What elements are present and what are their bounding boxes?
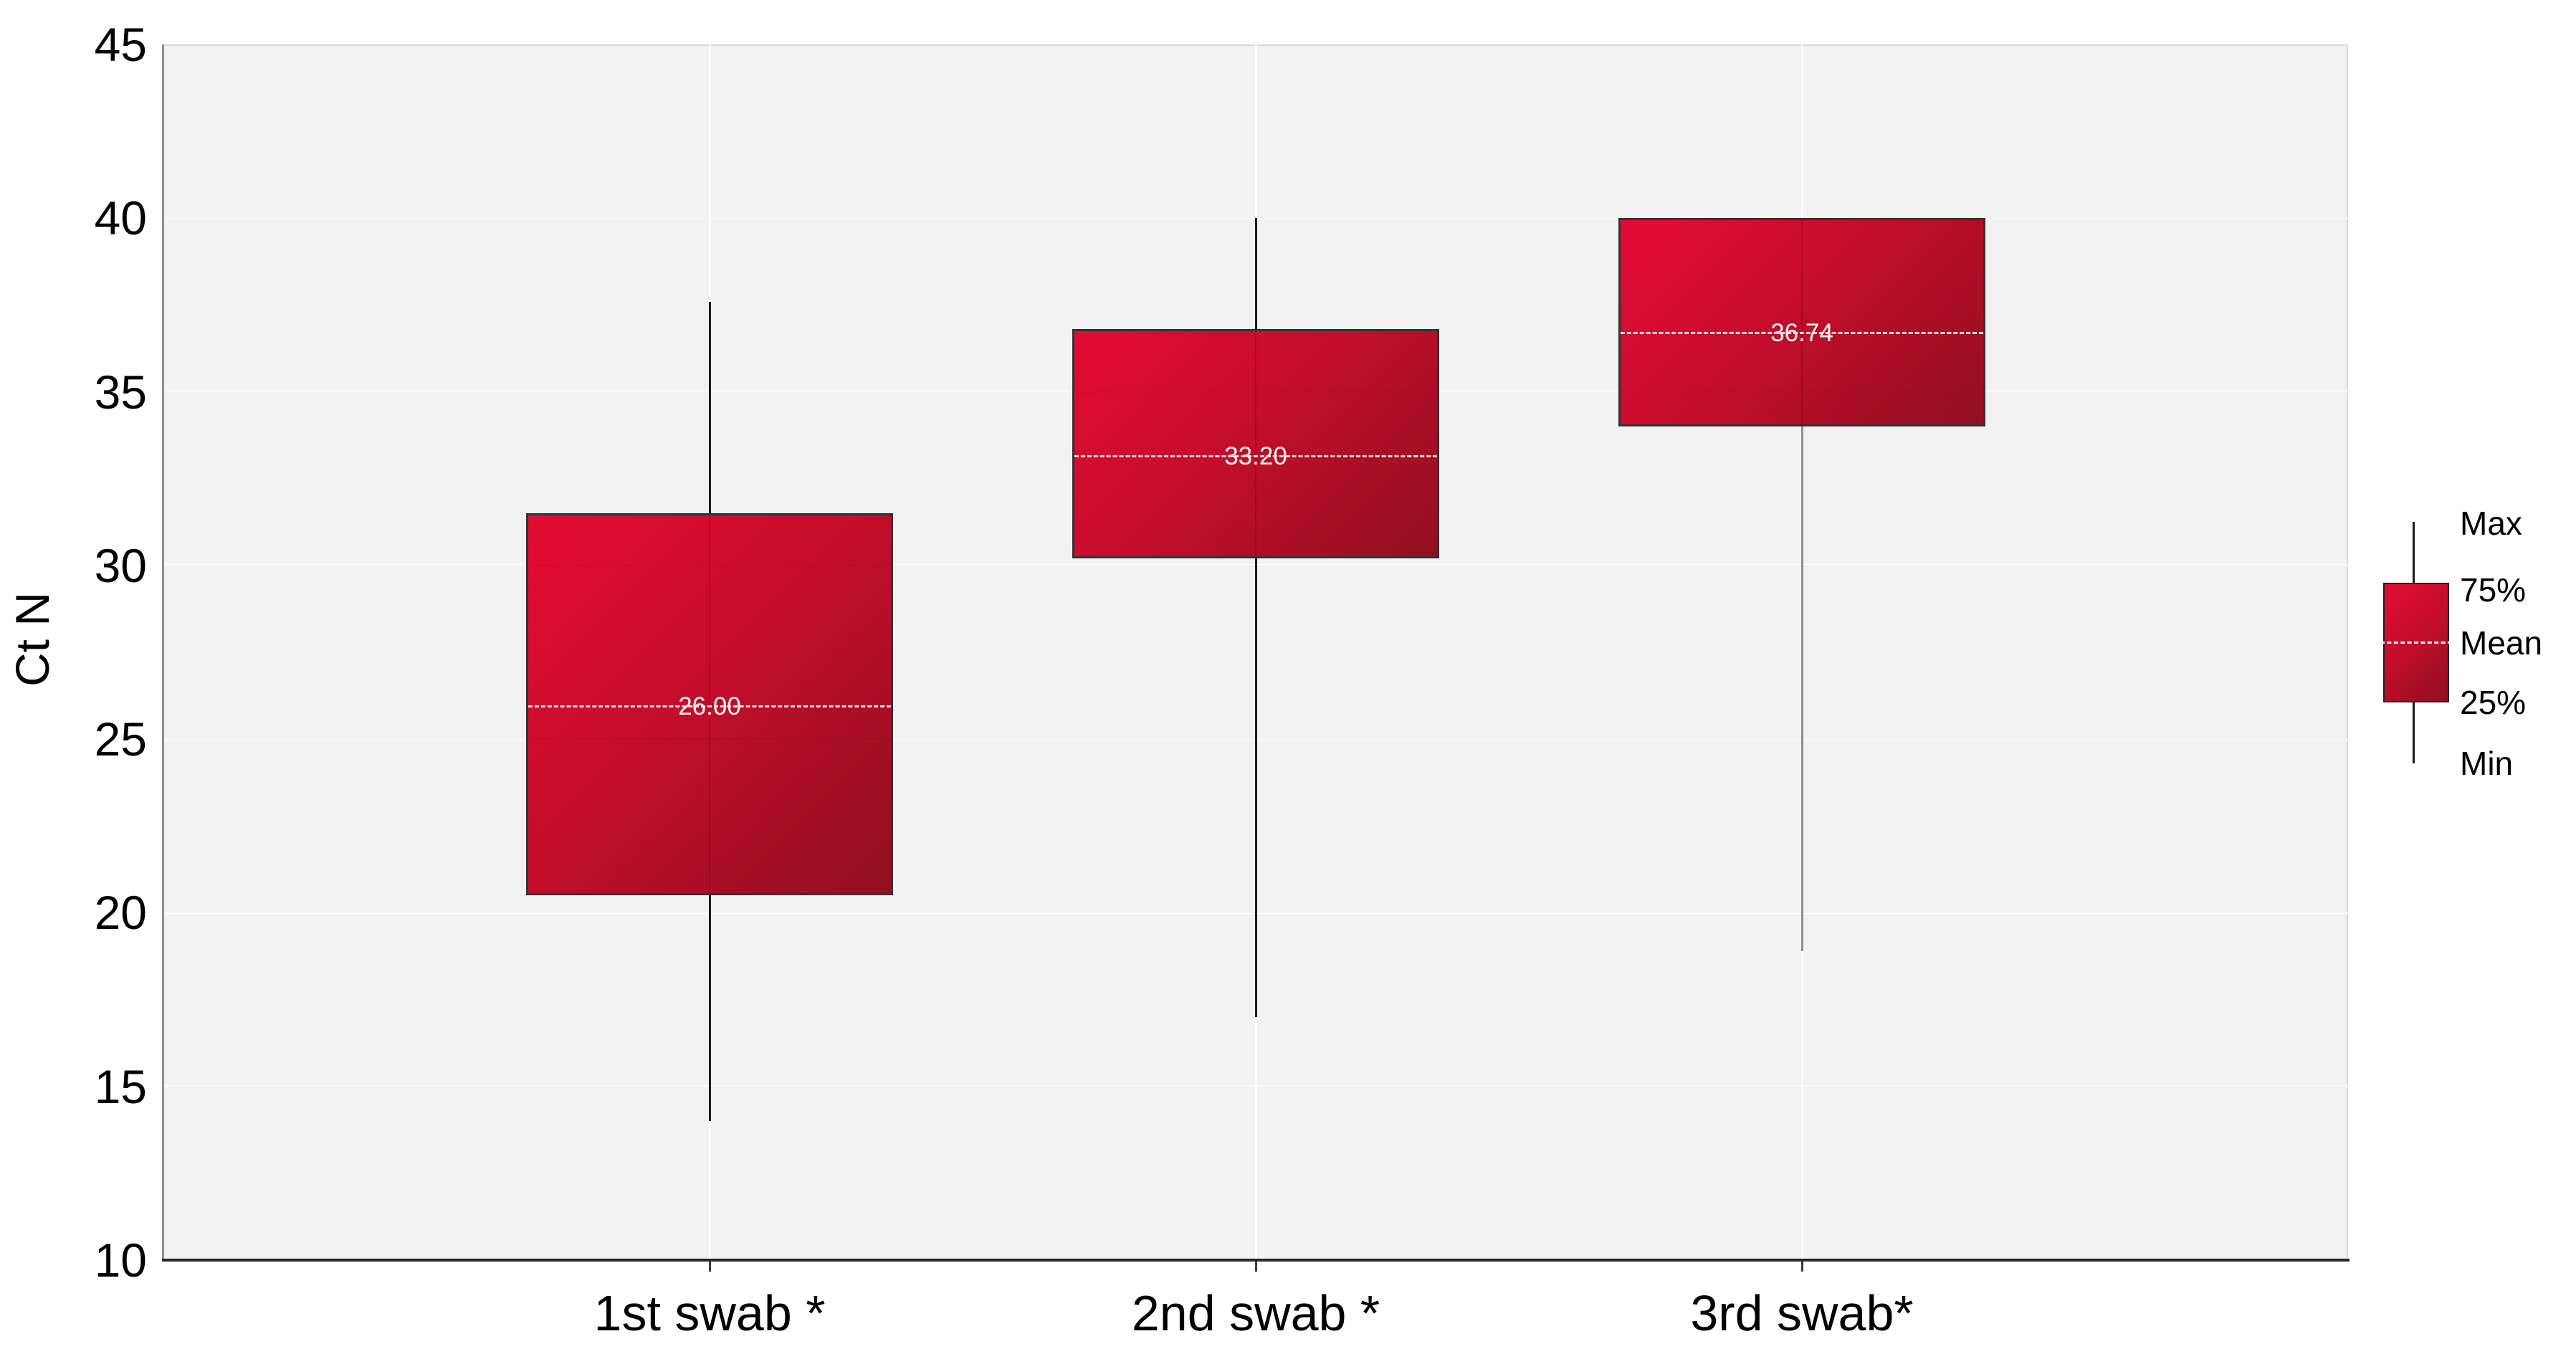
x-tick <box>1254 1262 1257 1272</box>
legend-label-min: Min <box>2460 745 2514 782</box>
whisker <box>1254 218 1257 1017</box>
gridline-overlay-y-30 <box>163 564 2348 566</box>
legend-label-mean: Mean <box>2460 624 2543 662</box>
mean-value-label: 26.00 <box>678 692 741 720</box>
box-centerline <box>1255 331 1256 557</box>
box: 26.00 <box>526 513 893 896</box>
y-tick-label: 25 <box>94 712 147 766</box>
legend-label-max: Max <box>2460 505 2522 542</box>
legend-label-75: 75% <box>2460 571 2527 609</box>
y-tick-label: 45 <box>94 18 147 71</box>
gridline-overlay-y-15 <box>163 1085 2348 1087</box>
x-axis-line <box>162 1259 2350 1262</box>
y-tick-label: 10 <box>94 1234 147 1287</box>
mean-line <box>1074 454 1437 457</box>
mean-line <box>1621 332 1983 335</box>
box: 36.74 <box>1618 218 1985 427</box>
x-tick <box>708 1262 711 1272</box>
y-tick-label: 40 <box>94 191 147 245</box>
x-tick <box>1800 1262 1803 1272</box>
mean-value-label: 36.74 <box>1770 319 1833 348</box>
legend-label-25: 25% <box>2460 684 2527 721</box>
box-centerline <box>709 515 710 894</box>
box: 33.20 <box>1072 329 1439 559</box>
y-tick-label: 30 <box>94 538 147 592</box>
box-centerline <box>1801 220 1803 425</box>
x-tick-label: 3rd swab* <box>1690 1285 1914 1341</box>
legend-mean-line-icon <box>2380 642 2452 644</box>
gridline-overlay-y-20 <box>163 912 2348 914</box>
whisker <box>1800 218 1803 951</box>
gridline-overlay-y-25 <box>163 738 2348 740</box>
y-axis-line <box>162 44 164 1260</box>
gridline-overlay-y-40 <box>163 217 2348 219</box>
y-tick-label: 15 <box>94 1059 147 1113</box>
gridline-overlay-y-35 <box>163 391 2348 393</box>
x-tick-label: 1st swab * <box>593 1285 826 1341</box>
mean-line <box>528 705 891 707</box>
y-tick-label: 20 <box>94 886 147 940</box>
x-tick-label: 2nd swab * <box>1131 1285 1380 1341</box>
y-tick-label: 35 <box>94 365 147 419</box>
mean-value-label: 33.20 <box>1224 442 1287 470</box>
